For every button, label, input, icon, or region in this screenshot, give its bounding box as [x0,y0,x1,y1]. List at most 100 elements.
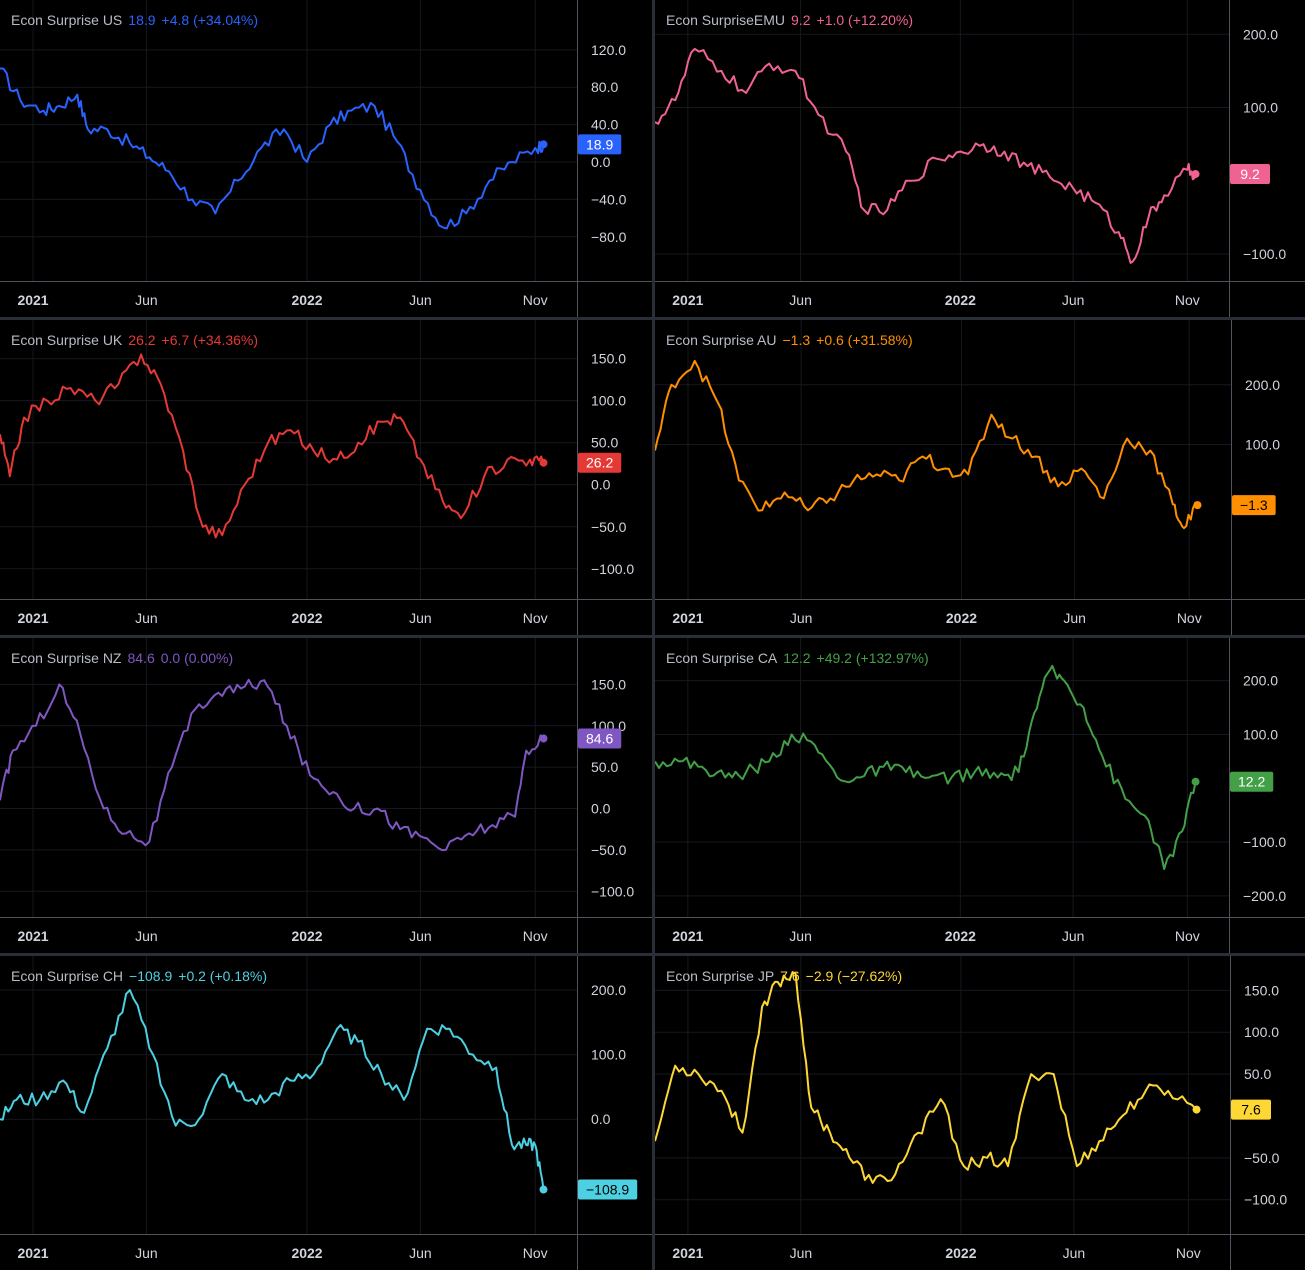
legend-last-value: 84.6 [127,650,155,666]
x-tick-label: Nov [1176,1245,1201,1261]
x-tick-label: Jun [135,292,158,308]
x-tick-label: 2022 [946,610,977,626]
x-tick-label: Nov [523,1245,548,1261]
legend-title: Econ Surprise CA [666,650,778,666]
legend-change-pct: (+0.18%) [209,968,267,984]
x-tick-label: Jun [135,1245,158,1261]
chart-svg: 200.0 100.0 0.0 −108.9 2021 Jun 2022 Jun Nov [0,956,652,1270]
y-tick-label: 100.0 [1244,1024,1279,1040]
x-tick-label: Jun [1063,1245,1086,1261]
y-tick-label: −100.0 [1243,834,1286,850]
x-tick-label: 2022 [945,292,976,308]
x-tick-label: Nov [523,928,548,944]
last-value-badge [1230,164,1270,185]
y-tick-label: 200.0 [1243,26,1278,42]
legend-uk: Econ Surprise UK 26.2 +6.7 (+34.36%) [11,332,258,348]
legend-change: +0.2 [178,968,206,984]
last-value-dot [1192,1105,1201,1114]
pane-au: 200.0 100.0 −1.3 2021 Jun 2022 Jun Nov Econ Sur… [655,320,1305,635]
last-value-dot [539,140,548,149]
legend-last-value: 12.2 [783,650,811,666]
series-line [0,67,545,230]
legend-emu: Econ SurpriseEMU 9.2 +1.0 (+12.20%) [666,12,913,28]
last-value-dot [539,1185,548,1194]
legend-change-pct: (+34.36%) [193,332,259,348]
legend-title: Econ Surprise US [11,12,123,28]
y-tick-label: 200.0 [1243,673,1278,689]
pane-us: 120.0 80.0 40.0 0.0 −40.0 −80.0 18.9 2021 Jun 202… [0,0,652,317]
legend-last-value: 18.9 [128,12,156,28]
y-tick-label: 100.0 [1245,437,1280,453]
legend-change-pct: (+31.58%) [847,332,913,348]
legend-change: +0.6 [816,332,844,348]
last-value-badge [578,134,622,155]
legend-ch: Econ Surprise CH −108.9 +0.2 (+0.18%) [11,968,267,984]
y-tick-label: 0.0 [591,801,611,817]
y-tick-label: 100.0 [1243,726,1278,742]
x-tick-label: Jun [409,292,432,308]
y-tick-label: 200.0 [591,982,626,998]
pane-ch: 200.0 100.0 0.0 −108.9 2021 Jun 2022 Jun Nov Eco… [0,956,652,1270]
x-tick-label: Jun [1063,610,1086,626]
legend-change-pct: (0.00%) [184,650,234,666]
x-tick-label: Nov [1175,928,1200,944]
y-tick-label: 0.0 [591,154,611,170]
x-tick-label: Jun [790,1245,813,1261]
last-value-badge [578,728,622,749]
legend-last-value: 9.2 [791,12,811,28]
legend-change-pct: (+132.97%) [855,650,929,666]
y-tick-label: −50.0 [1244,1150,1280,1166]
x-tick-label: 2021 [672,928,703,944]
last-value-badge [1231,1099,1271,1120]
last-value-badge [1232,495,1276,516]
x-tick-label: Jun [789,928,812,944]
x-tick-label: 2021 [672,292,703,308]
legend-title: Econ Surprise CH [11,968,124,984]
x-tick-label: Jun [790,610,813,626]
x-tick-label: Nov [523,292,548,308]
y-tick-label: 40.0 [591,117,618,133]
last-value-dot [1191,777,1200,786]
chart-svg: 200.0 100.0 −100.0 9.2 2021 Jun 2022 Jun Nov [655,0,1305,317]
y-tick-label: 150.0 [1244,982,1279,998]
series-line [655,359,1199,530]
y-tick-label: −50.0 [591,842,627,858]
x-tick-label: Jun [409,928,432,944]
y-tick-label: −200.0 [1243,888,1286,904]
y-tick-label: −80.0 [591,229,627,245]
y-tick-label: 50.0 [591,435,618,451]
last-value-dot [539,458,548,467]
x-tick-label: Jun [1062,292,1085,308]
legend-change-pct: (+12.20%) [848,12,914,28]
legend-au: Econ Surprise AU −1.3 +0.6 (+31.58%) [666,332,913,348]
chart-svg: 150.0 100.0 50.0 0.0 −50.0 −100.0 26.2 2021 Jun 2… [0,320,652,635]
x-tick-label: Jun [135,928,158,944]
x-tick-label: 2021 [17,610,48,626]
y-tick-label: 100.0 [591,393,626,409]
pane-uk: 150.0 100.0 50.0 0.0 −50.0 −100.0 26.2 2021 Jun 2… [0,320,652,635]
y-tick-label: −100.0 [591,561,634,577]
legend-change: +1.0 [816,12,845,28]
last-value-badge [578,452,622,473]
chart-svg: 200.0 100.0 −1.3 2021 Jun 2022 Jun Nov [655,320,1305,635]
y-tick-label: −50.0 [591,519,627,535]
y-tick-label: 150.0 [591,676,626,692]
legend-change-pct: (−27.62%) [837,968,903,984]
y-tick-label: −100.0 [1244,1192,1287,1208]
legend-change: +6.7 [161,332,190,348]
y-tick-label: 0.0 [591,477,611,493]
x-tick-label: Jun [135,610,158,626]
x-tick-label: 2022 [945,928,976,944]
x-tick-label: 2021 [17,1245,48,1261]
x-tick-label: 2021 [17,928,48,944]
legend-nz: Econ Surprise NZ 84.6 0.0 (0.00%) [11,650,233,666]
y-tick-label: 200.0 [1245,377,1280,393]
last-value-badge-text: 12.2 [1238,774,1265,790]
last-value-badge-text: 18.9 [586,136,613,152]
x-tick-label: Jun [789,292,812,308]
legend-title: Econ Surprise UK [11,332,123,348]
series-line [655,971,1198,1184]
legend-last-value: 7.6 [780,968,800,984]
pane-emu: 200.0 100.0 −100.0 9.2 2021 Jun 2022 Jun Nov Eco… [655,0,1305,317]
